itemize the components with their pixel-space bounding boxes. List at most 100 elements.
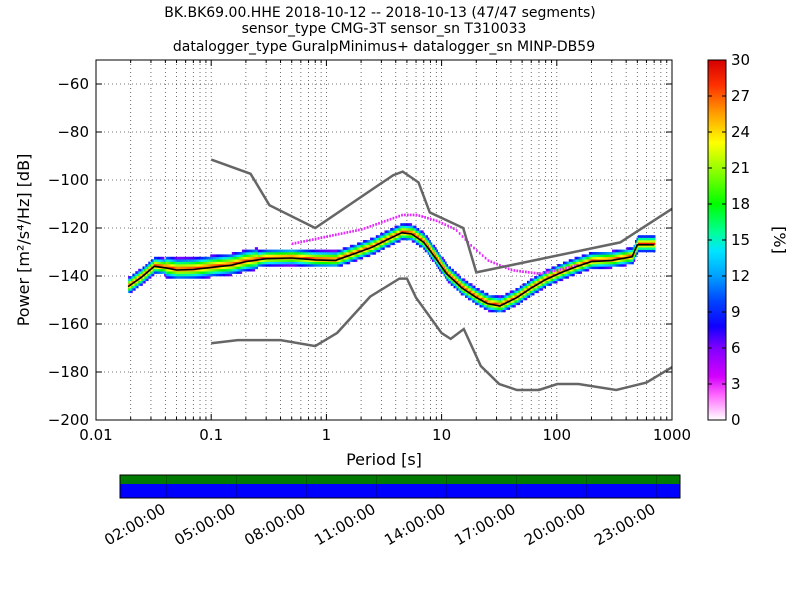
heatmap-cell [190,259,192,262]
heatmap-cell [352,247,355,250]
heatmap-cell [616,249,619,253]
heatmap-cell [381,232,384,236]
heatmap-cell [626,259,629,262]
plot-area: 0.01 0.1 1 10 100 1000 −200−180−160−140−120−1… [48,59,691,444]
heatmap-cell [562,261,565,265]
heatmap-cell [404,237,407,241]
heatmap-cell [254,252,257,255]
heatmap-cell [238,252,241,255]
heatmap-cell [508,304,511,308]
heatmap-cell [531,278,534,282]
heatmap-cell [446,268,449,272]
heatmap-cell [616,261,619,265]
heatmap-cell [486,297,489,301]
heatmap-cell [251,249,254,253]
heatmap-cell [525,283,528,286]
colorbar-tick-label: 9 [731,303,741,321]
heatmap-cell [158,268,161,272]
heatmap-cell [633,256,636,260]
heatmap-cell [321,261,323,265]
heatmap-cell [309,249,312,253]
heatmap-cell [200,264,202,267]
heatmap-cell [227,271,230,274]
heatmap-cell [404,235,407,238]
heatmap-cell [201,261,204,265]
heatmap-cell [634,249,637,253]
heatmap-cell [449,280,451,284]
heatmap-cell [228,268,231,272]
heatmap-cell [598,254,601,258]
heatmap-cell [146,278,149,282]
heatmap-cell [538,285,541,289]
heatmap-cell [433,259,436,262]
heatmap-cell [272,264,274,267]
heatmap-cell [315,256,318,260]
heatmap-cell-upper [363,227,366,230]
heatmap-cell [604,261,607,265]
noise-model-nlnm [211,277,673,392]
heatmap-cell [169,266,172,270]
heatmap-cell [598,256,601,260]
heatmap-cell [181,261,184,265]
heatmap-cell [243,268,246,272]
heatmap-cell-upper [455,229,458,232]
heatmap-cell [221,268,224,272]
heatmap-cell [528,295,531,298]
heatmap-cell [202,256,205,260]
heatmap-cell [243,256,246,260]
heatmap-cell [593,256,595,260]
heatmap-cell [166,273,169,277]
heatmap-cell [596,252,598,255]
heatmap-cell [187,271,189,274]
heatmap-cell [200,271,202,274]
heatmap-cell [547,268,549,272]
heatmap-cell [165,273,168,277]
heatmap-cell [488,309,490,313]
heatmap-cell [152,268,155,272]
heatmap-cell [262,249,264,253]
heatmap-cell [166,271,169,274]
heatmap-cell [244,249,247,253]
heatmap-cell [192,273,195,277]
heatmap-cell [493,295,496,298]
heatmap-cell-upper [320,236,323,240]
heatmap-cell [135,278,138,282]
heatmap-cell [133,285,136,289]
heatmap-cell [299,254,302,258]
heatmap-cell [279,261,282,265]
heatmap-cell [501,302,503,306]
heatmap-cell [152,264,155,267]
heatmap-cell [357,252,359,255]
heatmap-cell [509,290,512,294]
heatmap-cell [130,280,133,284]
heatmap-cell [228,266,231,270]
heatmap-cell [169,259,172,262]
heatmap-cell [238,254,241,258]
heatmap-cell [316,256,319,260]
heatmap-cell [521,285,523,289]
heatmap-cell [221,273,224,277]
heatmap-cell [385,232,388,236]
heatmap-cell [551,273,554,277]
heatmap-cell [336,259,339,262]
heatmap-cell [646,235,649,238]
heatmap-cell [194,261,197,265]
heatmap-cell [431,259,434,262]
heatmap-cell [629,261,631,265]
heatmap-cell [152,273,155,277]
heatmap-cell [395,235,398,238]
heatmap-cell [603,254,606,258]
heatmap-cell [647,237,650,241]
heatmap-cell [195,261,198,265]
heatmap-cell [574,261,577,265]
heatmap-cell [198,268,201,272]
heatmap-cell [650,240,653,243]
heatmap-cell [310,261,313,265]
heatmap-cell [478,295,480,298]
heatmap-cell [194,259,197,262]
heatmap-cell [505,302,508,306]
heatmap-cell [526,283,529,286]
heatmap-cell [226,256,228,260]
heatmap-cell [604,264,607,267]
heatmap-cell [328,256,331,260]
